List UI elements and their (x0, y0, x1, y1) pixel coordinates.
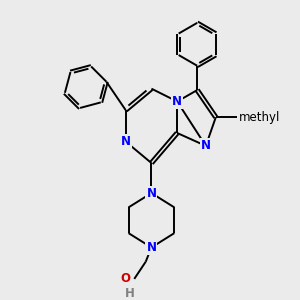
Text: N: N (121, 135, 131, 148)
Text: N: N (172, 95, 182, 108)
Text: methyl: methyl (238, 111, 280, 124)
Text: N: N (146, 187, 156, 200)
Text: methyl: methyl (239, 117, 244, 118)
Text: N: N (146, 241, 156, 254)
Text: N: N (201, 140, 211, 152)
Text: O: O (120, 272, 130, 285)
Text: H: H (125, 287, 135, 300)
Text: methyl: methyl (239, 112, 278, 122)
